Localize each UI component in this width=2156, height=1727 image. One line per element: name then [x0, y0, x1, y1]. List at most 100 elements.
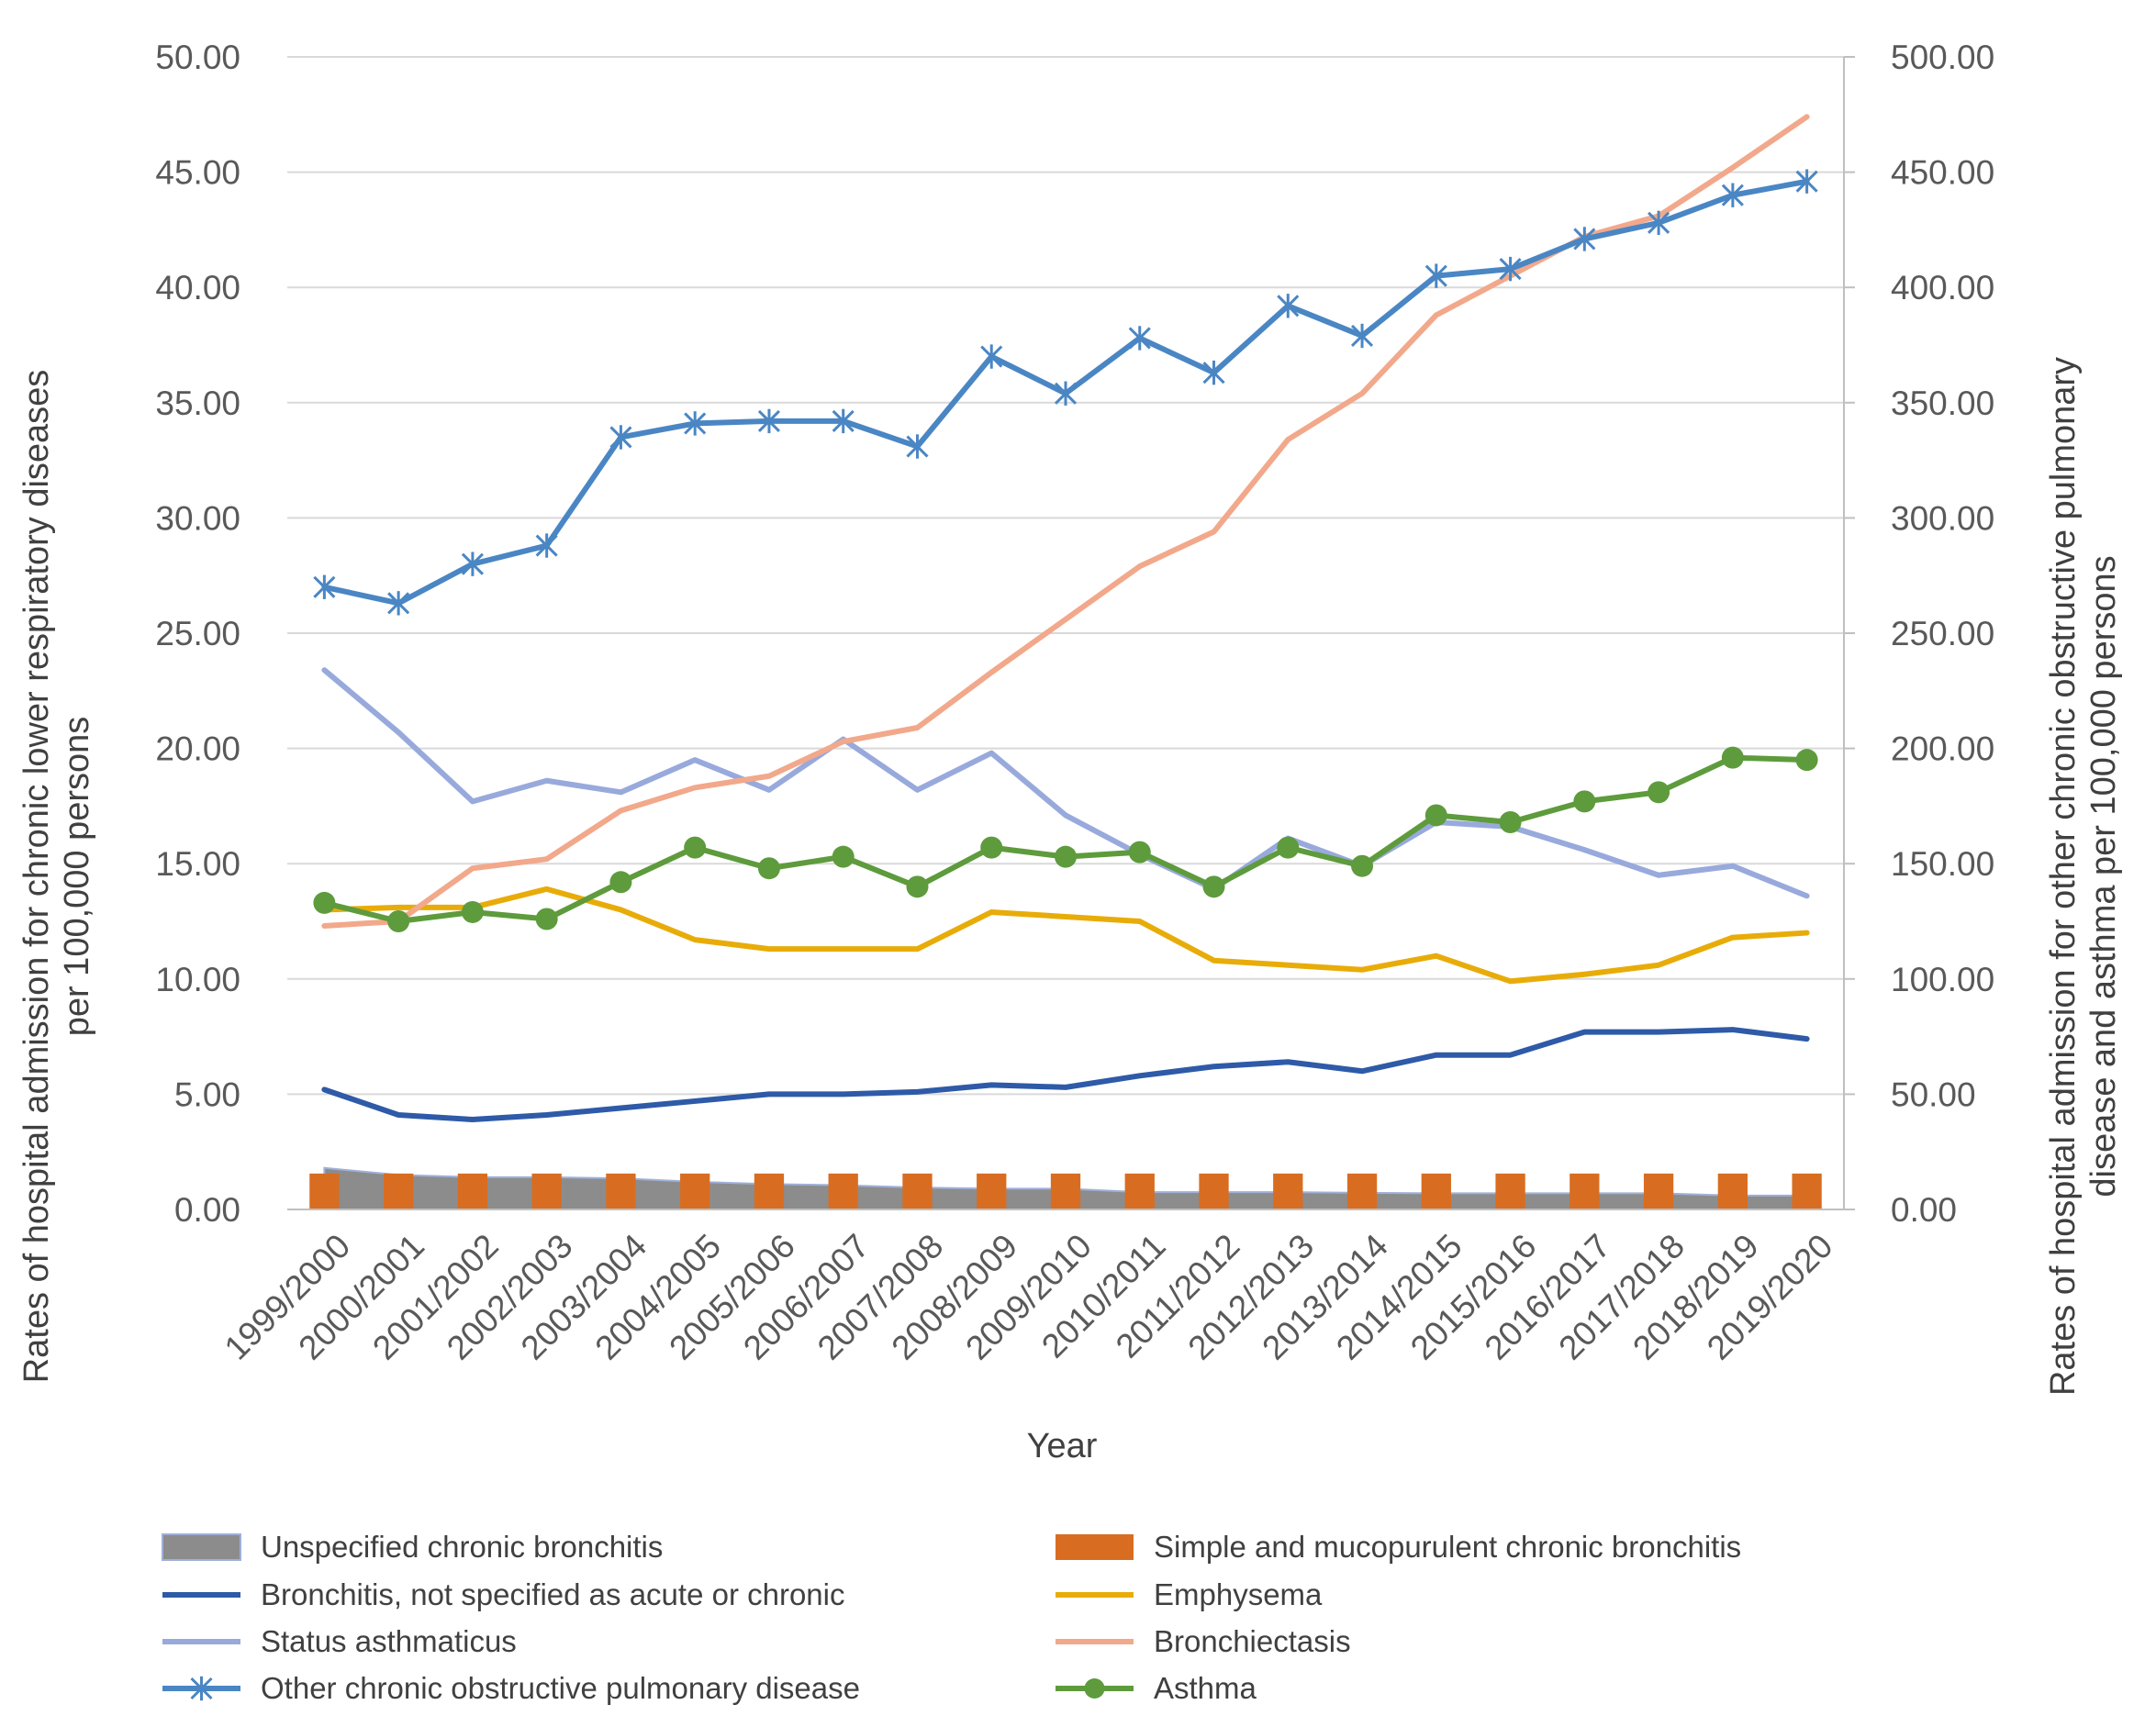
point-copd-marker — [832, 408, 855, 434]
point-asthma-marker — [609, 871, 632, 894]
legend-item: Bronchiectasis — [1056, 1624, 1351, 1658]
left-tick-label: 30.00 — [155, 499, 240, 537]
line-series-bronchitis-not-specified-as-acute-or-chronic — [321, 1027, 1810, 1123]
point-copd-marker — [1202, 360, 1225, 385]
point-asthma-marker — [1795, 749, 1818, 772]
left-tick-label: 40.00 — [155, 269, 240, 306]
right-tick-label: 300.00 — [1891, 499, 1994, 537]
left-axis-title-line2: per 100,000 persons — [58, 717, 96, 1037]
left-tick-label: 20.00 — [155, 730, 240, 768]
bar-simple-mucopurulent-chronic-bronchitis — [606, 1173, 636, 1209]
right-tick-label: 100.00 — [1891, 961, 1994, 998]
point-asthma-marker — [1648, 781, 1670, 804]
point-asthma-marker — [832, 845, 855, 868]
point-copd-marker — [1277, 294, 1300, 318]
point-copd-marker — [1054, 381, 1078, 406]
legend-swatch — [162, 1533, 241, 1561]
bar-simple-mucopurulent-chronic-bronchitis — [1495, 1173, 1525, 1209]
point-copd-marker — [684, 411, 707, 436]
point-copd-marker — [313, 574, 336, 599]
point-copd-marker — [906, 434, 929, 459]
legend-item: Asthma — [1056, 1671, 1257, 1705]
point-asthma-marker — [1499, 810, 1522, 833]
legend-marker — [1084, 1678, 1105, 1699]
bar-simple-mucopurulent-chronic-bronchitis — [457, 1173, 488, 1209]
right-tick-label: 450.00 — [1891, 154, 1994, 192]
right-tick-label: 200.00 — [1891, 730, 1994, 768]
point-asthma-marker — [1128, 841, 1151, 864]
legend-label: Bronchitis, not specified as acute or ch… — [261, 1577, 845, 1611]
legend-label: Emphysema — [1154, 1577, 1323, 1611]
bar-simple-mucopurulent-chronic-bronchitis — [1421, 1173, 1451, 1209]
point-copd-marker — [1648, 210, 1670, 236]
left-tick-label: 5.00 — [174, 1075, 240, 1113]
bar-simple-mucopurulent-chronic-bronchitis — [977, 1173, 1007, 1209]
point-asthma-marker — [1424, 804, 1447, 827]
legend-label: Bronchiectasis — [1154, 1624, 1351, 1658]
legend: Unspecified chronic bronchitis Simple and… — [162, 1530, 1741, 1705]
bar-simple-mucopurulent-chronic-bronchitis — [680, 1173, 710, 1209]
point-copd-marker — [980, 344, 1003, 369]
point-asthma-marker — [906, 875, 929, 898]
bar-simple-mucopurulent-chronic-bronchitis — [531, 1173, 562, 1209]
point-copd-marker — [1499, 256, 1522, 282]
legend-item: Simple and mucopurulent chronic bronchit… — [1056, 1530, 1741, 1564]
right-tick-label: 150.00 — [1891, 845, 1994, 883]
point-copd-marker — [1573, 227, 1596, 251]
bar-simple-mucopurulent-chronic-bronchitis — [1792, 1173, 1822, 1209]
bar-simple-mucopurulent-chronic-bronchitis — [1050, 1173, 1081, 1209]
right-axis-title-line2: disease and asthma per 100,000 persons — [2084, 555, 2123, 1197]
legend-marker — [190, 1676, 213, 1701]
point-asthma-marker — [535, 908, 558, 930]
point-copd-marker — [1424, 263, 1447, 288]
bar-simple-mucopurulent-chronic-bronchitis — [754, 1173, 785, 1209]
point-copd-marker — [461, 552, 484, 576]
bar-simple-mucopurulent-chronic-bronchitis — [383, 1173, 414, 1209]
left-tick-label: 0.00 — [174, 1191, 240, 1229]
bar-simple-mucopurulent-chronic-bronchitis — [1199, 1173, 1229, 1209]
point-copd-marker — [1128, 326, 1151, 351]
bar-simple-mucopurulent-chronic-bronchitis — [902, 1173, 933, 1209]
point-copd-marker — [757, 408, 781, 434]
legend-item: Emphysema — [1056, 1577, 1323, 1611]
left-axis-ticks: 0.00 5.00 10.00 15.00 20.00 25.00 30.00 35.00 40… — [155, 39, 240, 1229]
point-copd-marker — [387, 591, 410, 616]
point-asthma-marker — [1277, 836, 1300, 859]
left-tick-label: 25.00 — [155, 615, 240, 652]
point-asthma-marker — [387, 910, 410, 932]
x-axis-ticks: 1999/20002000/20012001/20022002/20032003… — [218, 1227, 1840, 1367]
legend-swatch — [1056, 1534, 1134, 1560]
right-axis-ticks: 0.00 50.00 100.00 150.00 200.00 250.00 300.00 3… — [1844, 39, 1994, 1229]
left-tick-label: 15.00 — [155, 845, 240, 883]
marker-layer — [313, 169, 1818, 932]
right-tick-label: 350.00 — [1891, 384, 1994, 422]
legend-label: Simple and mucopurulent chronic bronchit… — [1154, 1530, 1741, 1564]
point-copd-marker — [535, 533, 558, 558]
right-tick-label: 250.00 — [1891, 615, 1994, 652]
point-asthma-marker — [313, 891, 336, 914]
legend-label: Other chronic obstructive pulmonary dise… — [261, 1671, 860, 1705]
bar-simple-mucopurulent-chronic-bronchitis — [1346, 1173, 1378, 1209]
point-asthma-marker — [1721, 746, 1744, 769]
right-tick-label: 400.00 — [1891, 269, 1994, 306]
point-copd-marker — [1795, 169, 1818, 194]
bar-simple-mucopurulent-chronic-bronchitis — [1717, 1173, 1748, 1209]
x-axis-title: Year — [1027, 1427, 1098, 1465]
bar-simple-mucopurulent-chronic-bronchitis — [1124, 1173, 1155, 1209]
point-copd-marker — [1350, 323, 1374, 349]
gridlines — [287, 56, 1844, 1210]
point-asthma-marker — [461, 900, 484, 923]
point-copd-marker — [609, 425, 632, 450]
left-axis-title-line1: Rates of hospital admission for chronic … — [17, 370, 56, 1384]
left-tick-label: 50.00 — [155, 39, 240, 76]
right-tick-label: 50.00 — [1891, 1075, 1976, 1113]
line-series-status-asthmaticus — [321, 667, 1810, 899]
bar-simple-mucopurulent-chronic-bronchitis — [309, 1173, 340, 1209]
point-asthma-marker — [1055, 845, 1077, 868]
right-axis-title-line1: Rates of hospital admission for other ch… — [2044, 357, 2083, 1396]
line-series-emphysema — [321, 886, 1810, 985]
point-asthma-marker — [1202, 875, 1225, 898]
point-asthma-marker — [1573, 790, 1596, 813]
bar-simple-mucopurulent-chronic-bronchitis — [1273, 1173, 1303, 1209]
